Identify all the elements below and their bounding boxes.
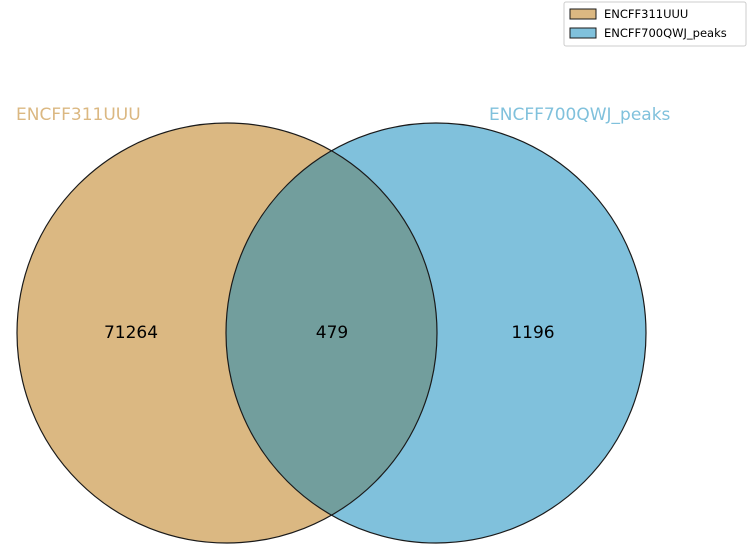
- set-a-label: ENCFF311UUU: [16, 105, 141, 125]
- set-b-outline: [225, 122, 647, 544]
- legend-label-b: ENCFF700QWJ_peaks: [604, 26, 727, 40]
- intersection-count: 479: [316, 323, 348, 343]
- only-b-count: 1196: [511, 323, 554, 343]
- set-b-label: ENCFF700QWJ_peaks: [489, 105, 671, 125]
- legend-swatch-b: [569, 27, 597, 39]
- legend-frame: [563, 1, 747, 47]
- legend-entry-b: ENCFF700QWJ_peaks: [569, 26, 727, 40]
- only-a-count: 71264: [104, 323, 158, 343]
- legend-swatch-a: [569, 8, 597, 20]
- set-a-outline: [16, 122, 438, 544]
- legend: ENCFF311UUU ENCFF700QWJ_peaks: [563, 1, 747, 47]
- intersection-region: [226, 123, 437, 543]
- legend-entry-a: ENCFF311UUU: [569, 7, 688, 21]
- legend-label-a: ENCFF311UUU: [604, 7, 688, 21]
